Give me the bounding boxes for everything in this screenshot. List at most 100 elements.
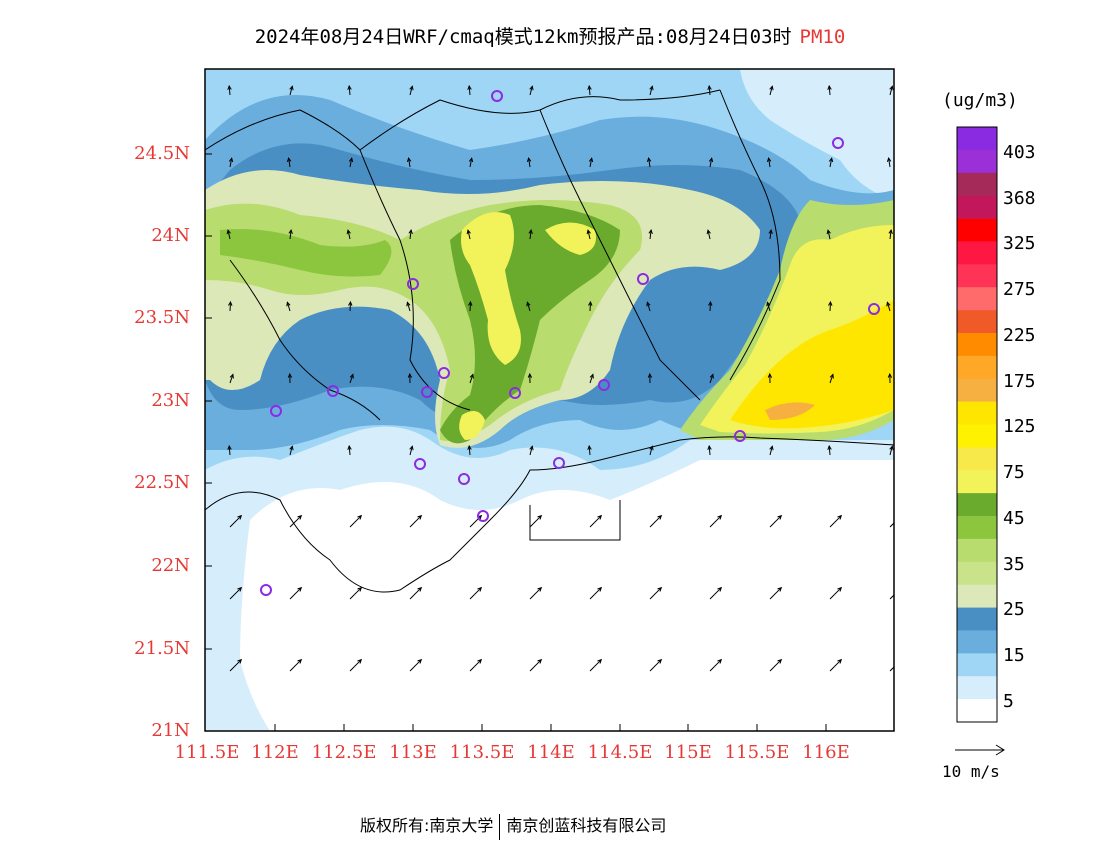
lat-label: 22.5N (134, 472, 190, 493)
colorbar-frame (956, 126, 998, 723)
wind-arrow-head (237, 586, 243, 592)
lat-label: 21.5N (134, 638, 190, 659)
pm10-field (205, 69, 894, 731)
station-marker (553, 457, 565, 469)
colorbar-swatch (957, 653, 997, 677)
coastline (205, 436, 894, 593)
wind-arrow-head (889, 85, 894, 91)
wind-arrow-head (597, 658, 603, 664)
footer: 版权所有:南京大学 南京创蓝科技有限公司 (360, 812, 666, 840)
wind-arrow (707, 230, 711, 240)
wind-arrow (288, 158, 291, 168)
wind-arrow-head (649, 85, 654, 91)
wind-arrow-head (407, 372, 413, 378)
wind-arrow (469, 587, 482, 600)
wind-arrow-head (406, 301, 411, 307)
lon-label: 111.5E (174, 742, 240, 763)
wind-arrow (588, 85, 591, 96)
wind-arrow-head (527, 372, 533, 378)
wind-arrow-head (477, 658, 483, 664)
field-white-south (240, 460, 894, 731)
wind-arrow-head (227, 84, 232, 90)
wind-arrow-head (657, 658, 663, 664)
wind-arrow (529, 659, 542, 672)
colorbar-swatch (957, 195, 997, 219)
wind-arrows (226, 84, 902, 672)
wind-arrow (229, 515, 242, 528)
colorbar-swatch (957, 149, 997, 174)
wind-arrow-head (417, 514, 423, 520)
wind-arrow (709, 374, 714, 384)
wind-arrow-head (237, 514, 243, 520)
wind-arrow (709, 587, 722, 600)
colorbar-label: 35 (1003, 554, 1025, 575)
wind-arrow (349, 587, 362, 600)
wind-arrow-head (707, 444, 712, 450)
wind-arrow-head (898, 588, 902, 592)
colorbar-swatch (957, 310, 997, 334)
field-east-gold (730, 300, 894, 429)
wind-arrow (348, 445, 351, 456)
wind-arrow (289, 230, 292, 240)
wind-arrow-head (228, 157, 234, 163)
wind-arrow-head (227, 444, 232, 450)
wind-arrow-head (887, 372, 893, 378)
colorbar-swatch (957, 287, 997, 311)
wind-arrow-head (467, 444, 472, 450)
axis-ticks (205, 153, 827, 731)
wind-arrow (467, 230, 471, 240)
wind-arrow (528, 158, 531, 168)
wind-arrow-head (357, 658, 363, 664)
wind-arrow-head (469, 373, 474, 379)
wind-arrow (829, 515, 842, 528)
wind-arrow (409, 446, 413, 456)
province-border-2 (359, 149, 471, 411)
wind-arrow-head (646, 156, 652, 163)
wind-arrow (889, 230, 892, 240)
wind-arrow-head (586, 229, 591, 235)
wind-arrow (769, 659, 782, 672)
station-markers (260, 90, 880, 596)
wind-arrow-head (707, 84, 712, 90)
colorbar-swatch (957, 127, 997, 151)
colorbar-swatch (957, 355, 997, 380)
wind-arrow (709, 515, 722, 528)
colorbar-swatch (957, 493, 997, 517)
colorbar-swatch (957, 172, 997, 196)
field-green (220, 229, 392, 277)
wind-arrow-head (349, 373, 354, 379)
wind-arrow (228, 445, 231, 456)
colorbar-label: 25 (1003, 599, 1025, 620)
wind-arrow-head (597, 514, 603, 520)
station-marker (734, 430, 746, 442)
wind-arrow-head (477, 586, 483, 592)
wind-arrow (289, 86, 293, 96)
wind-arrow-head (769, 85, 774, 91)
colorbar-label: 175 (1003, 371, 1036, 392)
wind-arrow-head (468, 300, 473, 306)
field-yellow-central (461, 212, 521, 365)
wind-arrow-head (646, 301, 651, 307)
wind-arrow-head (769, 445, 774, 451)
wind-arrow-head (528, 228, 533, 235)
wind-arrow-head (347, 444, 352, 450)
wind-arrow (649, 515, 662, 528)
lon-label: 112E (251, 742, 299, 763)
wind-arrow-head (529, 85, 534, 91)
lon-label: 115E (664, 742, 712, 763)
colorbar-swatch (957, 699, 997, 723)
colorbar-swatch (957, 332, 997, 357)
wind-arrow (469, 374, 474, 384)
wind-arrow (828, 445, 831, 456)
wind-arrow-head (837, 586, 843, 592)
wind-arrow (886, 302, 891, 312)
wind-arrow (409, 86, 413, 96)
colorbar-label: 368 (1003, 188, 1036, 209)
wind-arrow-head (717, 514, 723, 520)
wind-arrow (589, 515, 602, 528)
wind-arrow-head (837, 658, 843, 664)
wind-arrow-head (287, 372, 293, 378)
wind-arrow (649, 446, 653, 456)
wind-arrow (769, 86, 773, 96)
lon-label: 113.5E (449, 742, 515, 763)
